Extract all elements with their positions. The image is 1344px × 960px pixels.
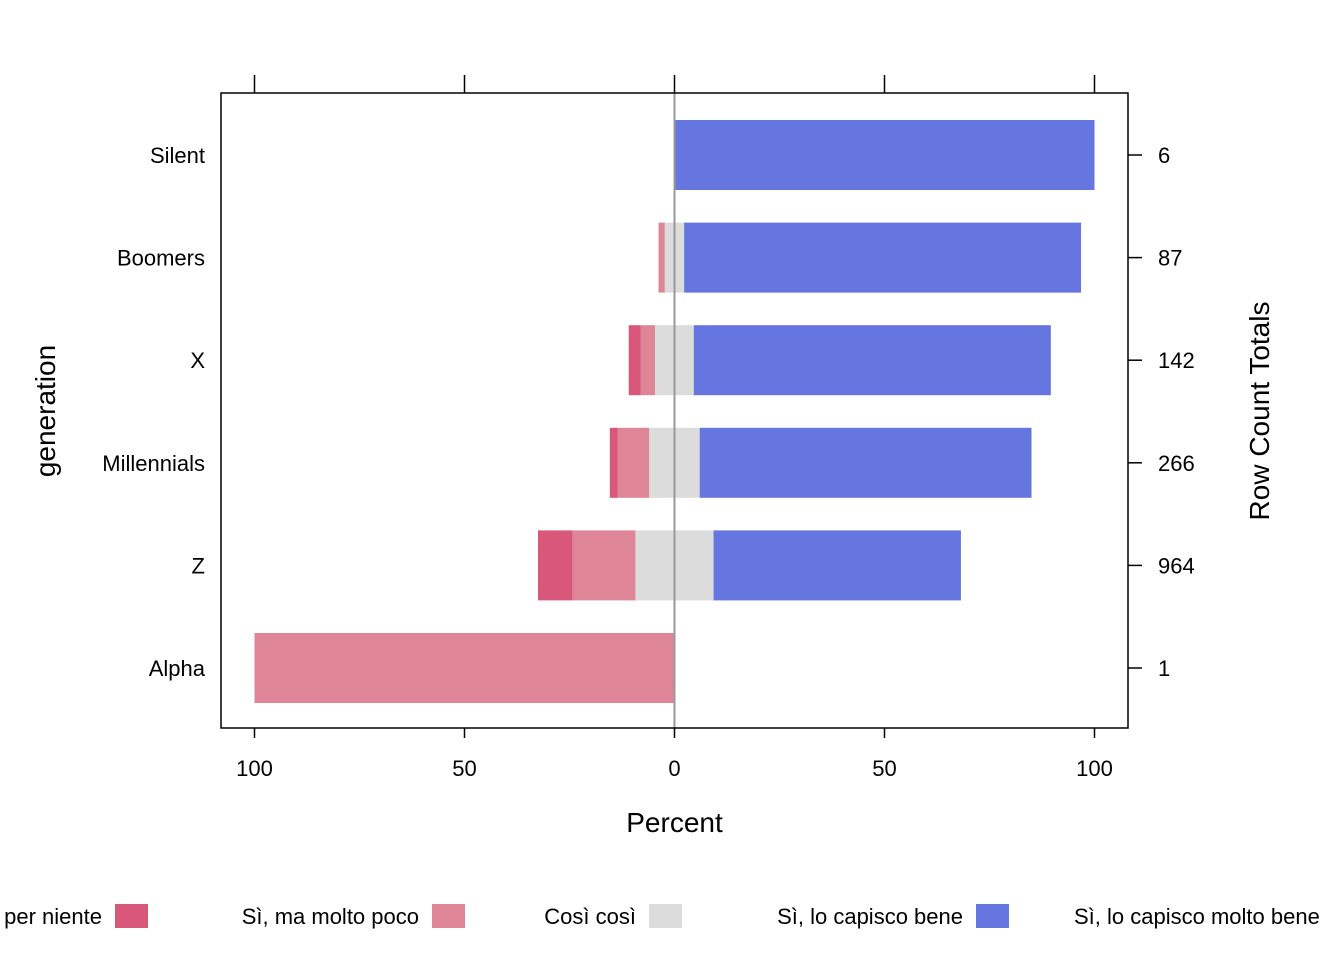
y-category-label: Boomers — [117, 246, 205, 271]
bars-layer — [254, 120, 1095, 703]
bar-segment — [693, 325, 1051, 396]
y-axis-title: generation — [30, 345, 61, 477]
row-total-label: 964 — [1158, 553, 1195, 578]
legend-swatch — [976, 904, 1009, 928]
legend-swatch — [649, 904, 682, 928]
legend-swatch — [432, 904, 465, 928]
bar-segment — [609, 427, 618, 498]
legend-label: per niente — [4, 904, 102, 929]
row-total-label: 6 — [1158, 143, 1170, 168]
x-tick-label: 50 — [452, 756, 476, 781]
y-category-label: Silent — [150, 143, 205, 168]
x-tick-label: 0 — [668, 756, 680, 781]
y-category-label: Alpha — [149, 656, 206, 681]
bar-segment — [640, 325, 656, 396]
axes-layer: 100 50 0 50 100 Silent 6 Boomers 87 X 142 Millennia… — [102, 75, 1195, 781]
legend-swatch — [115, 904, 148, 928]
legend-label: Così così — [544, 904, 636, 929]
right-axis-title: Row Count Totals — [1244, 302, 1275, 521]
row-total-label: 87 — [1158, 246, 1182, 271]
legend: per niente Sì, ma molto poco Così così Sì, … — [4, 904, 1320, 929]
x-tick-label: 100 — [236, 756, 273, 781]
bar-segment — [674, 120, 1095, 190]
bar-segment — [684, 222, 1082, 293]
bar-segment — [572, 530, 636, 601]
row-total-label: 142 — [1158, 348, 1195, 373]
x-tick-label: 100 — [1076, 756, 1113, 781]
y-category-label: X — [190, 348, 205, 373]
x-axis-title: Percent — [626, 807, 723, 838]
bar-segment — [254, 633, 675, 703]
y-category-label: Millennials — [102, 451, 205, 476]
row-total-label: 1 — [1158, 656, 1170, 681]
legend-label: Sì, lo capisco bene — [777, 904, 963, 929]
x-tick-label: 50 — [872, 756, 896, 781]
row-total-label: 266 — [1158, 451, 1195, 476]
bar-segment — [699, 427, 1032, 498]
legend-label: Sì, lo capisco molto bene — [1074, 904, 1320, 929]
bar-segment — [713, 530, 961, 601]
y-category-label: Z — [192, 553, 205, 578]
bar-segment — [628, 325, 641, 396]
bar-segment — [617, 427, 650, 498]
legend-label: Sì, ma molto poco — [242, 904, 419, 929]
bar-segment — [538, 530, 573, 601]
bar-segment — [658, 222, 665, 293]
